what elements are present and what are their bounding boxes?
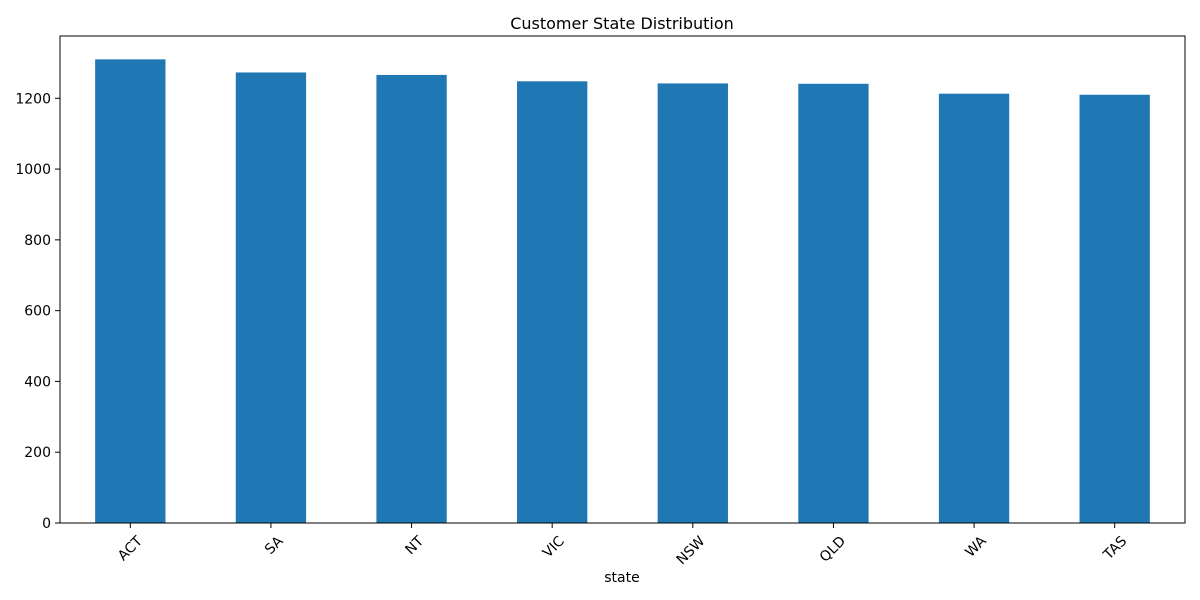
y-tick-label: 400	[24, 374, 51, 390]
x-tick-label: SA	[262, 533, 287, 558]
y-tick-label: 200	[24, 445, 51, 461]
x-axis-label: state	[604, 570, 639, 586]
bar-nsw	[657, 83, 728, 523]
bar-tas	[1079, 94, 1150, 523]
bar-nt	[376, 74, 447, 523]
bar-act	[95, 59, 166, 524]
x-axis: ACT SA NT VIC NSW QLD WA TAS	[115, 523, 1130, 568]
x-tick-label: QLD	[817, 533, 849, 565]
y-axis: 0 200 400 600 800 1000 1200	[15, 91, 60, 532]
bar-wa	[938, 93, 1010, 523]
x-tick-label: NSW	[674, 533, 709, 568]
y-tick-label: 1000	[15, 162, 51, 178]
x-tick-label: ACT	[115, 533, 146, 564]
y-tick-label: 1200	[15, 91, 51, 107]
y-tick-label: 600	[24, 304, 51, 320]
bar-sa	[235, 72, 307, 523]
bar-vic	[517, 81, 588, 524]
x-tick-label: NT	[402, 533, 427, 558]
y-tick-label: 0	[42, 516, 51, 532]
x-tick-label: WA	[962, 533, 990, 561]
x-tick-label: TAS	[1100, 533, 1130, 563]
bar-qld	[798, 83, 869, 524]
plot-frame	[59, 35, 1186, 524]
plot-area	[95, 59, 1150, 524]
y-tick-label: 800	[24, 233, 51, 249]
x-tick-label: VIC	[540, 533, 568, 561]
chart-title: Customer State Distribution	[510, 14, 734, 33]
